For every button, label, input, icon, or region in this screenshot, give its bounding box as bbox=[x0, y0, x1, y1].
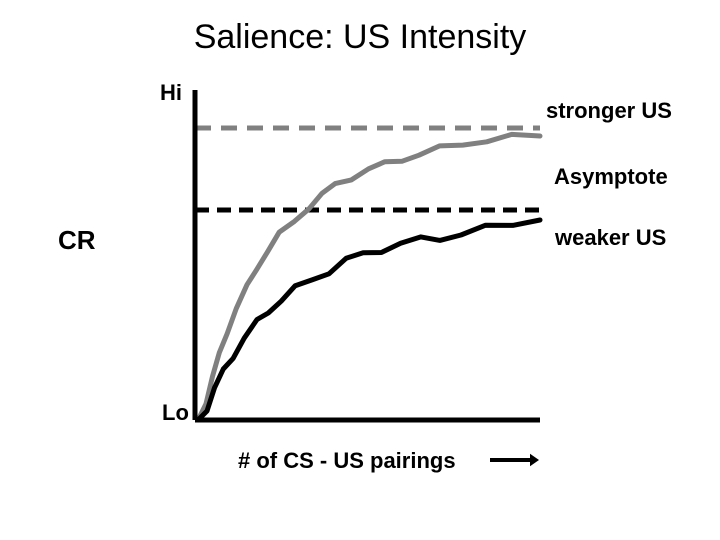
curve-stronger-us bbox=[198, 134, 540, 420]
learning-curve-chart bbox=[0, 0, 720, 540]
arrow-head-icon bbox=[530, 454, 539, 467]
curve-weaker-us bbox=[198, 220, 540, 420]
slide: Salience: US Intensity Hi Lo CR stronger… bbox=[0, 0, 720, 540]
